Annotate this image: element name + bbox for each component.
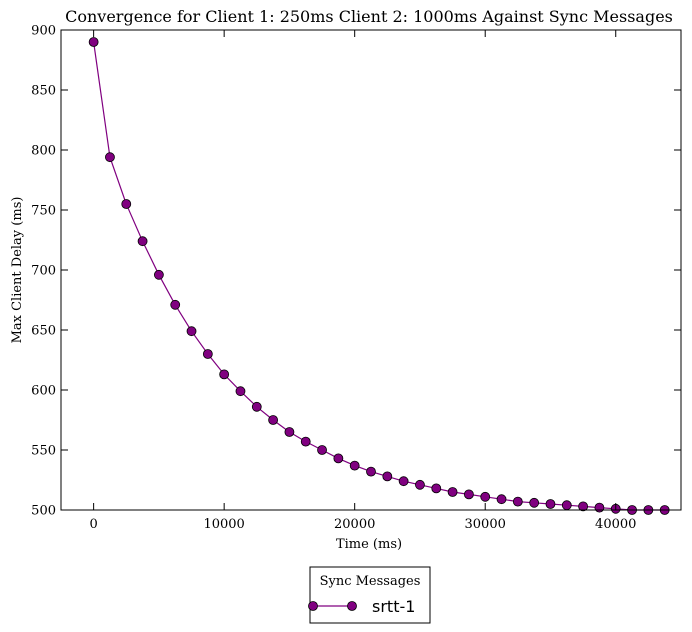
- axes-layer: 0 10000 20000 30000 40000 500 550 600 650 700 750 8…: [31, 24, 682, 532]
- plot-background: [61, 30, 681, 510]
- x-tick-label: 10000: [203, 517, 244, 532]
- data-point: [284, 427, 295, 437]
- y-tick-label: 750: [31, 204, 56, 219]
- data-point: [578, 501, 589, 512]
- plot-area: [61, 30, 681, 510]
- legend: Sync Messages srtt-1: [308, 566, 431, 624]
- y-tick-label: 550: [31, 444, 56, 459]
- legend-marker-sample: [347, 601, 357, 611]
- data-point: [496, 494, 507, 505]
- y-tick-label: 900: [31, 24, 56, 39]
- data-point: [512, 496, 523, 507]
- y-tick-label: 700: [31, 264, 56, 279]
- y-tick-label: 500: [31, 504, 56, 519]
- data-point: [349, 460, 360, 471]
- legend-frame: [309, 566, 431, 624]
- data-point: [153, 269, 164, 280]
- data-point: [333, 453, 344, 464]
- data-point: [415, 479, 425, 490]
- data-point: [529, 497, 540, 508]
- data-point: [137, 236, 148, 247]
- x-axis-label: Time (ms): [336, 537, 402, 552]
- y-axis-label: Max Client Delay (ms): [10, 197, 25, 344]
- y-tick-label: 650: [31, 324, 56, 339]
- y-tick-label: 850: [31, 84, 56, 99]
- data-point: [561, 500, 572, 511]
- data-point: [121, 199, 132, 209]
- data-point: [366, 466, 376, 477]
- data-point: [545, 499, 556, 509]
- data-point: [480, 491, 491, 502]
- data-point: [382, 471, 393, 482]
- data-point: [317, 445, 327, 455]
- y-tick-label: 800: [31, 144, 56, 159]
- x-tick-label: 40000: [595, 517, 636, 532]
- data-point: [186, 326, 197, 337]
- data-point: [594, 502, 605, 513]
- data-point: [398, 476, 409, 487]
- x-tick-label: 0: [89, 517, 97, 532]
- data-point: [170, 299, 181, 310]
- chart-title: Convergence for Client 1: 250ms Client 2…: [65, 7, 673, 26]
- legend-entry-label: srtt-1: [372, 597, 415, 616]
- data-point: [88, 37, 99, 47]
- legend-title: Sync Messages: [320, 574, 421, 589]
- x-tick-label: 20000: [334, 517, 375, 532]
- data-point: [235, 386, 246, 397]
- data-point: [202, 349, 213, 359]
- data-point: [219, 369, 230, 380]
- data-point: [431, 483, 442, 494]
- data-point: [300, 436, 311, 447]
- y-tick-label: 600: [31, 384, 56, 399]
- data-point: [251, 401, 262, 412]
- data-point: [268, 415, 279, 425]
- data-point: [447, 487, 458, 497]
- x-tick-label: 30000: [465, 517, 506, 532]
- data-point: [105, 152, 115, 163]
- data-point: [463, 489, 474, 500]
- legend-marker-sample: [308, 601, 318, 611]
